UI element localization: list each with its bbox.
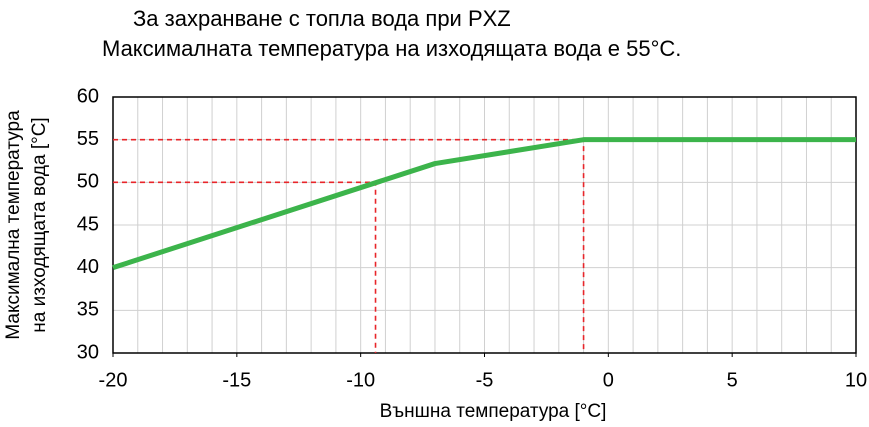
x-tick-label: -15 <box>222 369 251 391</box>
x-axis-label: Външна температура [°C] <box>380 401 607 422</box>
x-tick-label: 0 <box>603 369 614 391</box>
y-tick-label: 35 <box>77 299 99 321</box>
chart-subtitle: Максималната температура на изходящата в… <box>102 36 681 61</box>
x-tick-label: -5 <box>476 369 494 391</box>
chart-title: За захранване с топла вода при PXZ <box>133 6 511 31</box>
y-tick-label: 30 <box>77 341 99 363</box>
x-tick-label: 10 <box>845 369 867 391</box>
y-tick-label: 50 <box>77 171 99 193</box>
y-axis-label: на изходящата вода [°C] <box>29 117 50 332</box>
y-tick-label: 55 <box>77 128 99 150</box>
x-tick-label: 5 <box>727 369 738 391</box>
y-tick-label: 40 <box>77 256 99 278</box>
plot-frame <box>112 96 857 354</box>
y-axis-label: Максимална температура <box>3 110 24 340</box>
data-line <box>112 137 856 271</box>
y-tick-label: 60 <box>77 85 99 107</box>
x-tick-label: -20 <box>99 369 128 391</box>
x-tick-label: -10 <box>346 369 375 391</box>
y-tick-label: 45 <box>77 213 99 235</box>
